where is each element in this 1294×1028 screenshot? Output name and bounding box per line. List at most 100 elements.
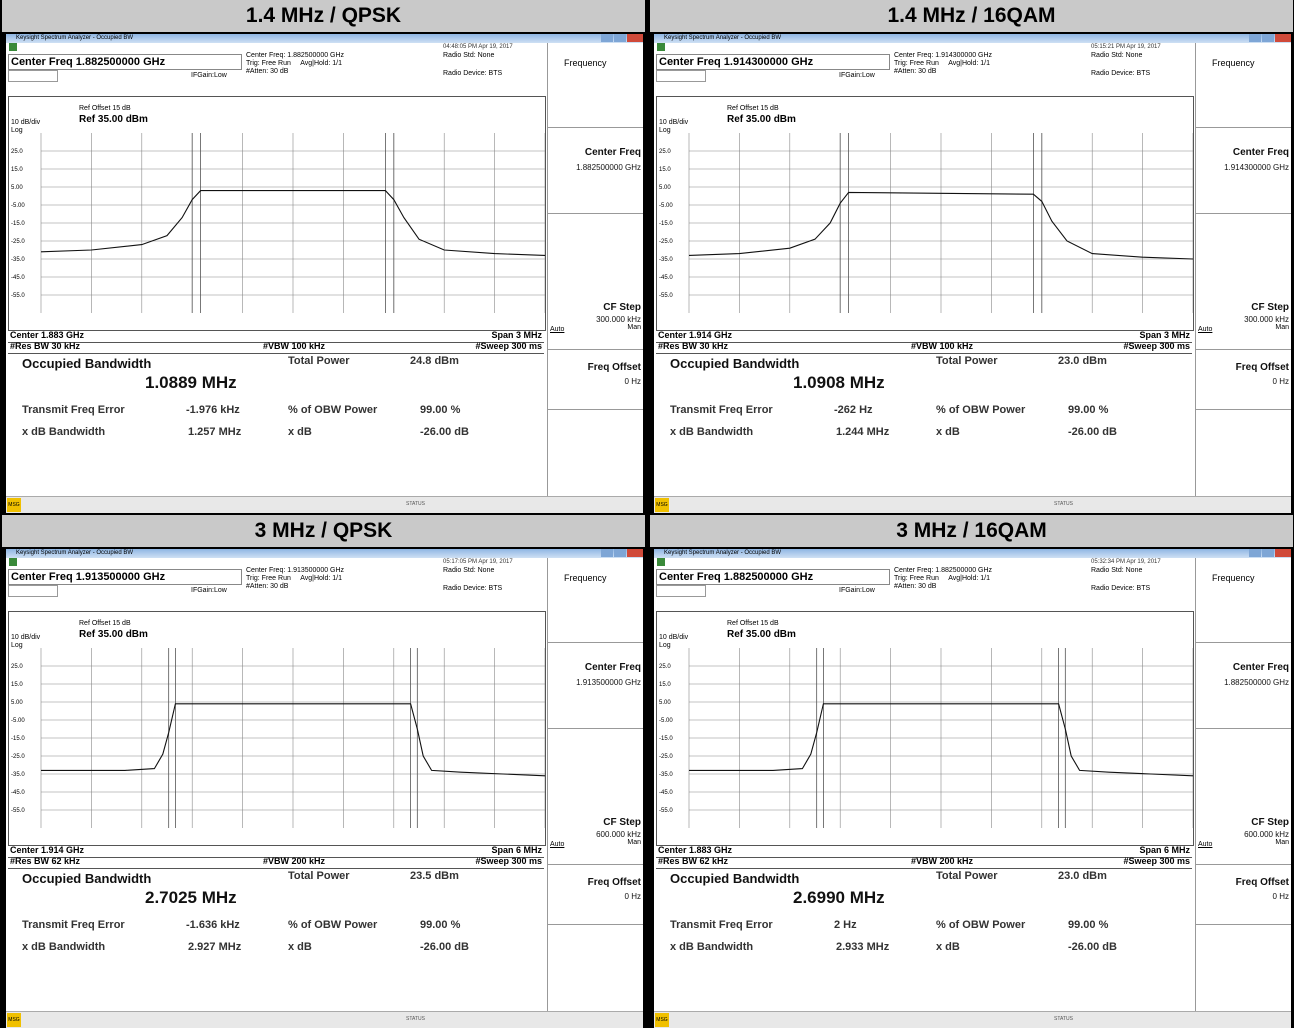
obw-value: 1.0889 MHz: [145, 373, 237, 392]
y-tick-label: -25.0: [11, 754, 25, 760]
tfe-label: Transmit Freq Error: [22, 404, 125, 416]
timestamp: 04:48:05 PM Apr 19, 2017: [443, 44, 513, 50]
total-power-label: Total Power: [936, 355, 998, 367]
msg-indicator[interactable]: MSG: [7, 1013, 21, 1027]
span-label: Span 3 MHz: [1139, 330, 1190, 340]
softkey-center-freq[interactable]: Center Freq 1.882500000 GHz: [1196, 643, 1291, 729]
softkey-frequency[interactable]: Frequency: [1196, 558, 1291, 643]
softkey-frequency[interactable]: Frequency: [548, 558, 643, 643]
center-freq-info: Center Freq: 1.914300000 GHz: [894, 52, 993, 59]
msg-indicator[interactable]: MSG: [655, 498, 669, 512]
lxi-icon: [657, 558, 665, 566]
center-freq-display[interactable]: Center Freq 1.914300000 GHz: [656, 54, 890, 70]
entry-field[interactable]: [656, 70, 706, 82]
panel-header: 1.4 MHz / 16QAM: [650, 0, 1293, 33]
softkey-cf-step[interactable]: CF Step 600.000 kHz Auto Man: [548, 808, 643, 865]
acq-settings: Center Freq: 1.913500000 GHz Trig: Free …: [246, 567, 344, 591]
close-button[interactable]: [1275, 549, 1291, 557]
softkey-auto[interactable]: Auto: [1198, 841, 1213, 848]
y-tick-label: 25.0: [659, 149, 671, 155]
radio-std: Radio Std: None: [1091, 52, 1143, 59]
softkey-man[interactable]: Man: [1275, 324, 1289, 331]
softkey-offset-value: 0 Hz: [1272, 377, 1289, 386]
obw-pct-value: 99.00 %: [1068, 404, 1109, 416]
softkey-man[interactable]: Man: [1275, 839, 1289, 846]
softkey-center-title: Center Freq: [1232, 662, 1289, 673]
softkey-cf-step[interactable]: CF Step 600.000 kHz Auto Man: [1196, 808, 1291, 865]
softkey-auto[interactable]: Auto: [550, 841, 565, 848]
trigger-info: Trig: Free Run Avg|Hold: 1/1: [246, 575, 342, 582]
maximize-button[interactable]: [614, 34, 626, 42]
entry-field[interactable]: [8, 70, 58, 82]
softkey-man[interactable]: Man: [627, 324, 641, 331]
minimize-button[interactable]: [601, 34, 613, 42]
entry-field[interactable]: [8, 585, 58, 597]
close-button[interactable]: [1275, 34, 1291, 42]
softkey-menu-title: Frequency: [564, 573, 607, 583]
softkey-cfstep-value: 300.000 kHz: [596, 315, 641, 324]
y-tick-label: -15.0: [659, 736, 673, 742]
close-button[interactable]: [627, 34, 643, 42]
close-button[interactable]: [627, 549, 643, 557]
softkey-center-freq[interactable]: Center Freq 1.914300000 GHz: [1196, 128, 1291, 214]
maximize-button[interactable]: [1262, 34, 1274, 42]
softkey-offset-value: 0 Hz: [624, 377, 641, 386]
lxi-icon: [9, 558, 17, 566]
center-freq-display[interactable]: Center Freq 1.913500000 GHz: [8, 569, 242, 585]
panel-3: 3 MHz / QPSK Keysight Spectrum Analyzer …: [2, 515, 645, 1028]
status-label: STATUS: [1054, 501, 1073, 507]
spectrum-trace: 25.0 15.0 5.00 -5.00 -15.0 -25.0 -35.0 -45.0 -55…: [659, 648, 1193, 828]
softkey-cfstep-value: 300.000 kHz: [1244, 315, 1289, 324]
softkey-center-title: Center Freq: [584, 147, 641, 158]
total-power-value: 23.0 dBm: [1058, 355, 1107, 367]
maximize-button[interactable]: [614, 549, 626, 557]
softkey-center-freq[interactable]: Center Freq 1.913500000 GHz: [548, 643, 643, 729]
softkey-auto[interactable]: Auto: [1198, 326, 1213, 333]
softkey-cfstep-title: CF Step: [1251, 302, 1289, 313]
softkey-freq-offset[interactable]: Freq Offset 0 Hz: [548, 350, 643, 410]
center-freq-display[interactable]: Center Freq 1.882500000 GHz: [8, 54, 242, 70]
trace-plot: Ref Offset 15 dB 10 dB/div Ref 35.00 dBm…: [8, 611, 546, 846]
gain-info: IFGain:Low: [191, 72, 227, 79]
res-bw: #Res BW 30 kHz: [658, 341, 729, 351]
softkey-menu-title: Frequency: [564, 58, 607, 68]
y-tick-label: 25.0: [11, 149, 23, 155]
status-row: 05:32:34 PM Apr 19, 2017: [654, 558, 1194, 567]
softkey-cf-step[interactable]: CF Step 300.000 kHz Auto Man: [1196, 293, 1291, 350]
msg-indicator[interactable]: MSG: [7, 498, 21, 512]
center-label: Center 1.914 GHz: [658, 330, 733, 340]
measurement-results: Occupied Bandwidth 1.0889 MHz Total Powe…: [8, 352, 544, 490]
center-freq-display[interactable]: Center Freq 1.882500000 GHz: [656, 569, 890, 585]
entry-field[interactable]: [656, 585, 706, 597]
ref-level: Ref 35.00 dBm: [727, 114, 796, 125]
total-power-value: 23.5 dBm: [410, 870, 459, 882]
softkey-freq-offset[interactable]: Freq Offset 0 Hz: [548, 865, 643, 925]
status-row: 04:48:05 PM Apr 19, 2017: [6, 43, 546, 52]
minimize-button[interactable]: [1249, 549, 1261, 557]
softkey-offset-title: Freq Offset: [1235, 362, 1289, 373]
softkey-center-freq[interactable]: Center Freq 1.882500000 GHz: [548, 128, 643, 214]
atten-info: #Atten: 30 dB: [894, 583, 937, 590]
status-label: STATUS: [406, 1016, 425, 1022]
minimize-button[interactable]: [601, 549, 613, 557]
radio-device: Radio Device: BTS: [1091, 585, 1151, 592]
softkey-freq-offset[interactable]: Freq Offset 0 Hz: [1196, 865, 1291, 925]
softkey-freq-offset[interactable]: Freq Offset 0 Hz: [1196, 350, 1291, 410]
softkey-man[interactable]: Man: [627, 839, 641, 846]
sweep: #Sweep 300 ms: [1123, 856, 1190, 866]
softkey-auto[interactable]: Auto: [550, 326, 565, 333]
softkey-frequency[interactable]: Frequency: [1196, 43, 1291, 128]
softkey-frequency[interactable]: Frequency: [548, 43, 643, 128]
msg-indicator[interactable]: MSG: [655, 1013, 669, 1027]
minimize-button[interactable]: [1249, 34, 1261, 42]
settings-panel: Center Freq 1.882500000 GHz Center Freq:…: [6, 52, 546, 96]
timestamp: 05:32:34 PM Apr 19, 2017: [1091, 559, 1161, 565]
spectrum-trace: 25.0 15.0 5.00 -5.00 -15.0 -25.0 -35.0 -45.0 -55…: [659, 133, 1193, 313]
y-tick-label: -25.0: [659, 754, 673, 760]
softkey-offset-value: 0 Hz: [624, 892, 641, 901]
maximize-button[interactable]: [1262, 549, 1274, 557]
softkey-cf-step[interactable]: CF Step 300.000 kHz Auto Man: [548, 293, 643, 350]
obw-title: Occupied Bandwidth: [22, 356, 152, 371]
tfe-label: Transmit Freq Error: [22, 919, 125, 931]
